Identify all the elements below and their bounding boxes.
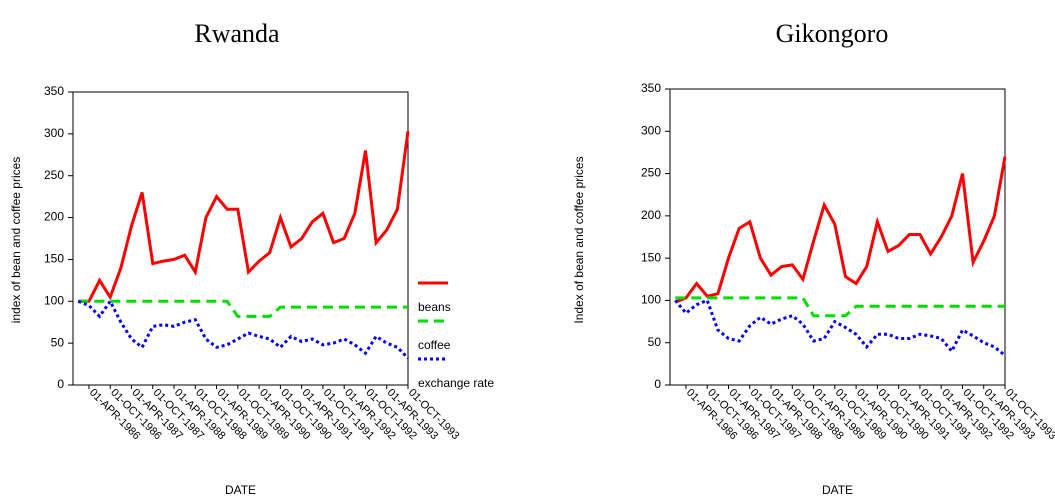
y-tick-label: 200: [44, 210, 64, 224]
chart-title: Gikongoro: [776, 19, 889, 48]
y-axis-label: index of bean and coffee prices: [9, 157, 23, 324]
series-line: [77, 298, 410, 360]
plot-frame: [669, 88, 1006, 386]
series-line: [675, 296, 1005, 318]
y-axis-label: Index of bean and coffee prices: [572, 156, 586, 323]
legend-label: exchange rate: [418, 376, 494, 390]
y-tick-label: 100: [44, 293, 64, 307]
y-tick-label: 350: [44, 84, 64, 98]
legend-label: beans: [418, 300, 451, 314]
y-tick-label: 0: [57, 377, 64, 391]
y-tick-label: 350: [641, 81, 661, 95]
series-line: [78, 299, 408, 318]
series-line: [674, 156, 1007, 304]
y-tick-label: 50: [51, 335, 65, 349]
y-tick-label: 250: [44, 168, 64, 182]
series-line: [78, 131, 410, 303]
y-tick-label: 300: [44, 126, 64, 140]
legend-label: coffee: [418, 338, 451, 352]
x-axis-label: DATE: [822, 483, 853, 497]
y-tick-label: 250: [641, 166, 661, 180]
plot-frame: [72, 91, 409, 386]
y-tick-label: 150: [44, 252, 64, 266]
y-tick-label: 0: [654, 377, 661, 391]
y-tick-label: 100: [641, 293, 661, 307]
y-tick-label: 300: [641, 123, 661, 137]
y-tick-label: 200: [641, 208, 661, 222]
x-axis-label: DATE: [225, 483, 256, 497]
y-tick-label: 50: [648, 335, 662, 349]
y-tick-label: 150: [641, 250, 661, 264]
chart-title: Rwanda: [194, 19, 280, 48]
series-line: [674, 298, 1006, 357]
